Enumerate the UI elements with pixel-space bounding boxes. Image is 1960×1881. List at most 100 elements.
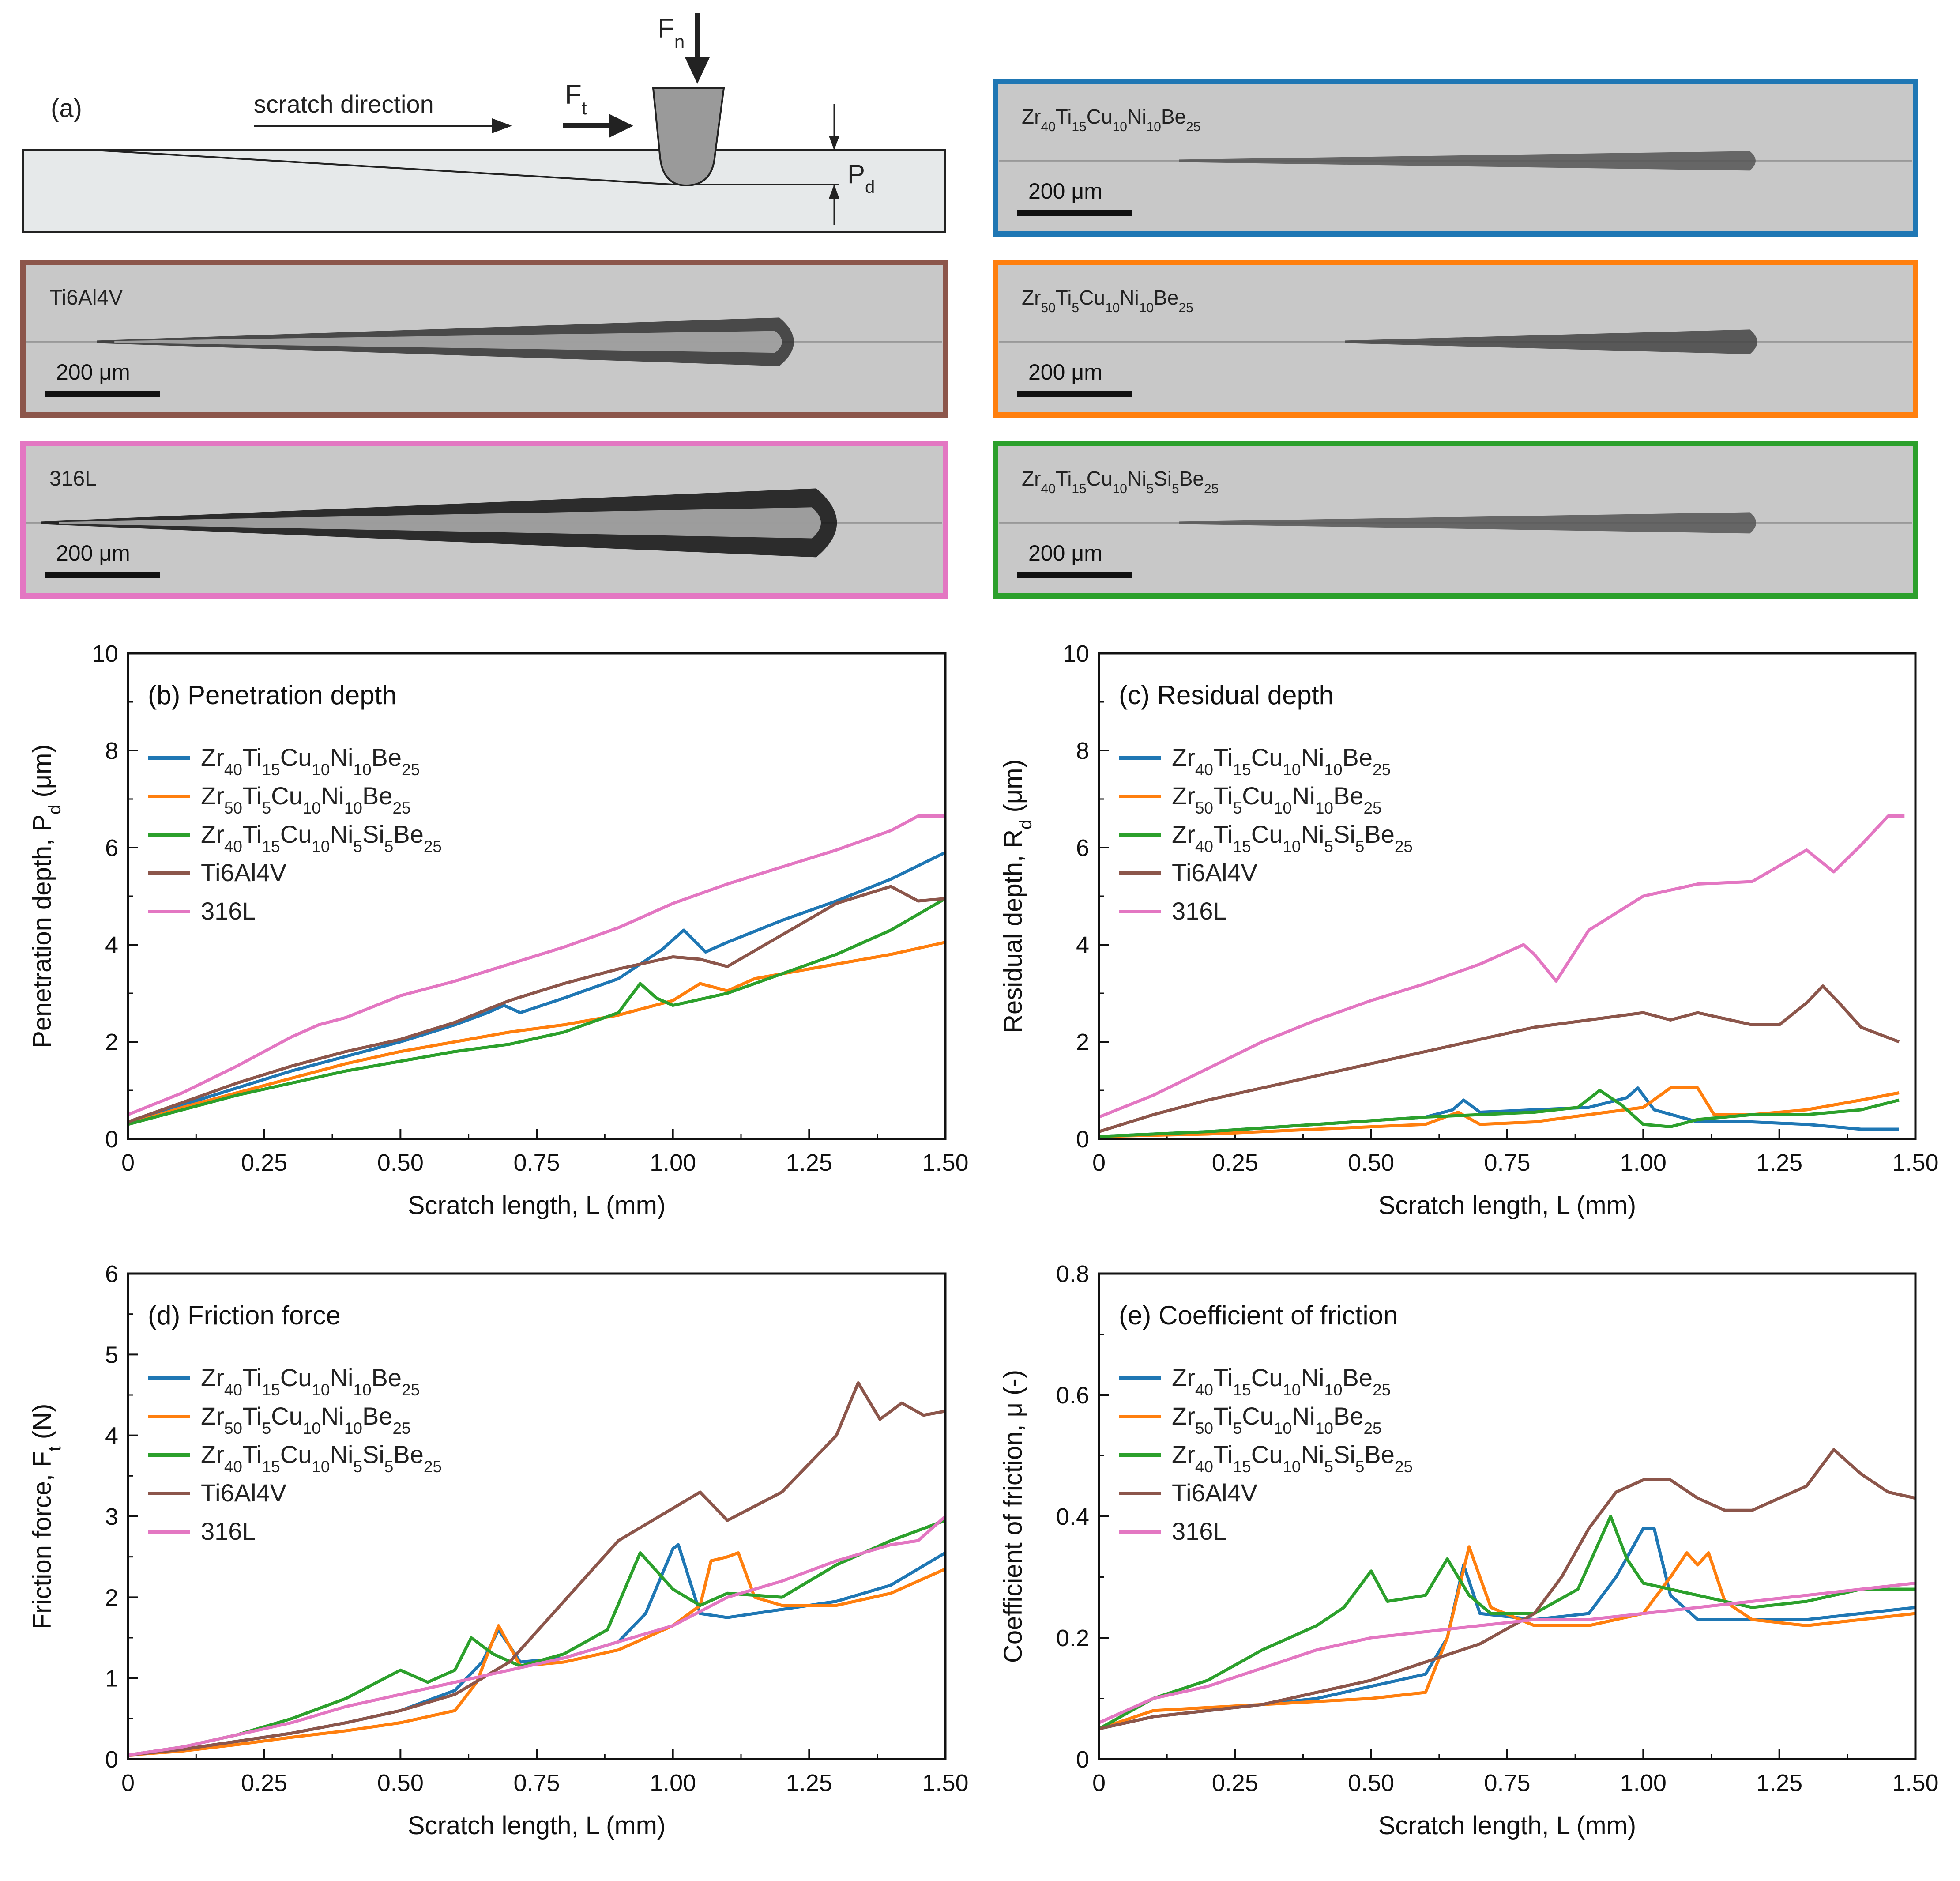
y-tick-label: 4: [1076, 932, 1089, 958]
x-tick-label: 1.50: [1892, 1150, 1938, 1176]
scale-bar-label: 200 μm: [56, 541, 130, 565]
x-tick-label: 0: [1092, 1150, 1106, 1176]
legend-label: 316L: [1172, 1517, 1227, 1545]
y-tick-label: 0: [1076, 1746, 1089, 1773]
micrograph-alloy1: Zr40Ti15Cu10Ni10Be25 200 μm: [993, 79, 1918, 237]
x-tick-label: 1.50: [1892, 1770, 1938, 1796]
x-tick-label: 1.00: [1620, 1770, 1667, 1796]
legend-label: Ti6Al4V: [201, 1479, 287, 1507]
scale-bar: [1017, 391, 1132, 397]
x-tick-label: 0: [1092, 1770, 1106, 1796]
y-tick-label: 0.8: [1056, 1261, 1089, 1287]
plot-frame: [127, 1272, 947, 1760]
y-tick-label: 6: [105, 1261, 118, 1287]
legend-label: Zr50Ti5Cu10Ni10Be25: [1172, 782, 1382, 817]
x-tick-label: 0.50: [377, 1150, 424, 1176]
legend-label: 316L: [1172, 897, 1227, 925]
x-tick-label: 1.00: [1620, 1150, 1667, 1176]
micrograph-label: Zr50Ti5Cu10Ni10Be25: [1022, 286, 1193, 315]
chart-title: (b) Penetration depth: [148, 680, 397, 710]
scale-bar-label: 200 μm: [1028, 179, 1102, 204]
y-axis-label: Coefficient of friction, μ (-): [999, 1370, 1027, 1663]
legend-label: Zr50Ti5Cu10Ni10Be25: [1172, 1402, 1382, 1437]
series-line-alloy2: [128, 1551, 946, 1757]
scratch-track-center: [114, 331, 782, 353]
series-line-ti6al4v: [1099, 1448, 1916, 1730]
series-line-ti6al4v: [128, 1381, 946, 1757]
y-tick-label: 1: [105, 1666, 118, 1692]
indenter-tip: [652, 87, 725, 187]
micrograph-label: Ti6Al4V: [49, 286, 123, 309]
y-tick-label: 10: [92, 641, 118, 667]
x-tick-label: 0.50: [1348, 1150, 1394, 1176]
x-tick-label: 1.00: [650, 1150, 696, 1176]
legend-label: Zr40Ti15Cu10Ni5Si5Be25: [1172, 1440, 1413, 1476]
pd-label: Pd: [847, 159, 875, 197]
schematic-substrate: [22, 149, 946, 233]
legend-label: Zr40Ti15Cu10Ni10Be25: [201, 743, 420, 779]
y-tick-label: 2: [105, 1584, 118, 1611]
legend-label: Zr40Ti15Cu10Ni10Be25: [1172, 1364, 1391, 1399]
y-tick-label: 0: [105, 1126, 118, 1153]
series-line-ss316l: [1098, 814, 1905, 1119]
pd-top-arrow: [829, 136, 839, 150]
scale-bar-label: 200 μm: [56, 360, 130, 384]
micrograph-label: Zr40Ti15Cu10Ni10Be25: [1022, 105, 1200, 134]
chart-title: (e) Coefficient of friction: [1119, 1300, 1398, 1330]
x-axis-label: Scratch length, L (mm): [408, 1191, 666, 1220]
legend-label: Ti6Al4V: [1172, 1479, 1258, 1507]
chart-3: 0 0.25 0.50 0.75 1.00 1.25 1.50 0 0.2 0.4 0.6 0.8 (e…: [999, 1261, 1939, 1840]
legend-label: Zr40Ti15Cu10Ni10Be25: [1172, 743, 1391, 779]
scratch-track: [1179, 512, 1757, 534]
y-tick-label: 0: [105, 1746, 118, 1773]
y-tick-label: 0.2: [1056, 1625, 1089, 1651]
series-line-alloy3: [128, 897, 946, 1126]
series-line-alloy3: [128, 1519, 946, 1757]
scale-bar: [1017, 210, 1132, 216]
x-tick-label: 0.25: [241, 1150, 287, 1176]
legend-label: Zr50Ti5Cu10Ni10Be25: [201, 782, 411, 817]
chart-title: (d) Friction force: [148, 1300, 341, 1330]
direction-arrow-head: [492, 118, 512, 133]
legend-label: Ti6Al4V: [201, 859, 287, 886]
x-tick-label: 1.50: [922, 1770, 968, 1796]
x-tick-label: 0.25: [241, 1770, 287, 1796]
micrograph-ti6al4v: Ti6Al4V 200 μm: [20, 260, 948, 418]
scratch-profile-line: [94, 149, 673, 185]
y-tick-label: 6: [1076, 835, 1089, 861]
y-tick-label: 10: [1063, 641, 1089, 667]
series-line-ss316l: [127, 814, 945, 1116]
y-axis-label: Residual depth, Rd (μm): [999, 759, 1035, 1033]
y-tick-label: 2: [105, 1029, 118, 1055]
legend-label: Zr40Ti15Cu10Ni5Si5Be25: [201, 1440, 442, 1476]
legend-label: Zr40Ti15Cu10Ni10Be25: [201, 1364, 420, 1399]
legend-label: Zr50Ti5Cu10Ni10Be25: [201, 1402, 411, 1437]
y-tick-label: 5: [105, 1342, 118, 1368]
chart-0: 0 0.25 0.50 0.75 1.00 1.25 1.50 0 2 4 6 8 10 (b) Pene…: [28, 641, 969, 1220]
chart-title: (c) Residual depth: [1119, 680, 1334, 710]
fn-label: Fn: [658, 13, 685, 52]
y-tick-label: 0.6: [1056, 1382, 1089, 1409]
x-tick-label: 1.25: [786, 1770, 832, 1796]
y-tick-label: 4: [105, 1423, 118, 1449]
plot-frame: [1098, 652, 1917, 1140]
x-tick-label: 1.25: [1756, 1770, 1802, 1796]
ft-label: Ft: [565, 79, 587, 118]
x-tick-label: 0: [121, 1150, 135, 1176]
y-tick-label: 6: [105, 835, 118, 861]
series-line-alloy1: [128, 1543, 946, 1757]
plot-frame: [1098, 1272, 1917, 1760]
x-tick-label: 1.50: [922, 1150, 968, 1176]
schematic-panel: (a) scratch direction Ft Fn Pd: [22, 13, 946, 233]
y-tick-label: 4: [105, 932, 118, 958]
scale-bar-label: 200 μm: [1028, 541, 1102, 565]
chart-2: 0 0.25 0.50 0.75 1.00 1.25 1.50 0 1 2 3 4 5 6 (d) Fric…: [28, 1261, 969, 1840]
scale-bar: [1017, 572, 1132, 578]
x-axis-label: Scratch length, L (mm): [1378, 1811, 1636, 1840]
x-tick-label: 1.00: [650, 1770, 696, 1796]
series-line-alloy2: [127, 941, 946, 1126]
panel-label-a: (a): [51, 94, 82, 123]
y-tick-label: 3: [105, 1504, 118, 1530]
y-tick-label: 2: [1076, 1029, 1089, 1055]
